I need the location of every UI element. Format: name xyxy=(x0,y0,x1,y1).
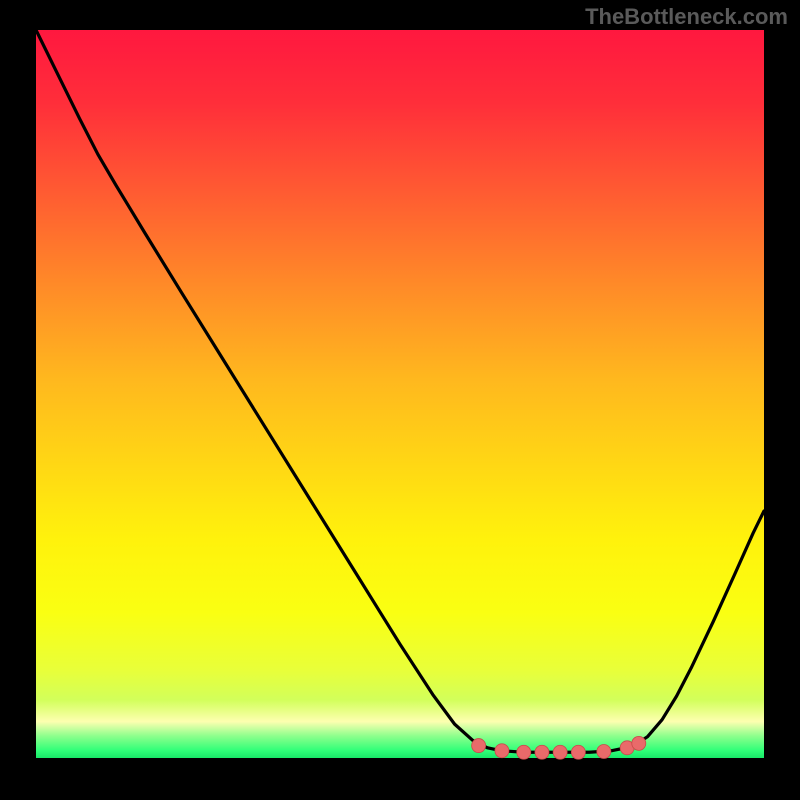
curve-marker xyxy=(571,745,585,759)
watermark-text: TheBottleneck.com xyxy=(585,4,788,30)
chart-container: { "watermark": { "text": "TheBottleneck.… xyxy=(0,0,800,800)
curve-marker xyxy=(535,745,549,759)
curve-layer xyxy=(36,30,764,770)
curve-marker xyxy=(553,745,567,759)
curve-marker xyxy=(597,745,611,759)
curve-marker xyxy=(517,745,531,759)
plot-area xyxy=(36,30,764,770)
bottleneck-curve xyxy=(36,30,764,752)
curve-marker xyxy=(472,739,486,753)
curve-marker xyxy=(495,744,509,758)
curve-marker xyxy=(632,736,646,750)
